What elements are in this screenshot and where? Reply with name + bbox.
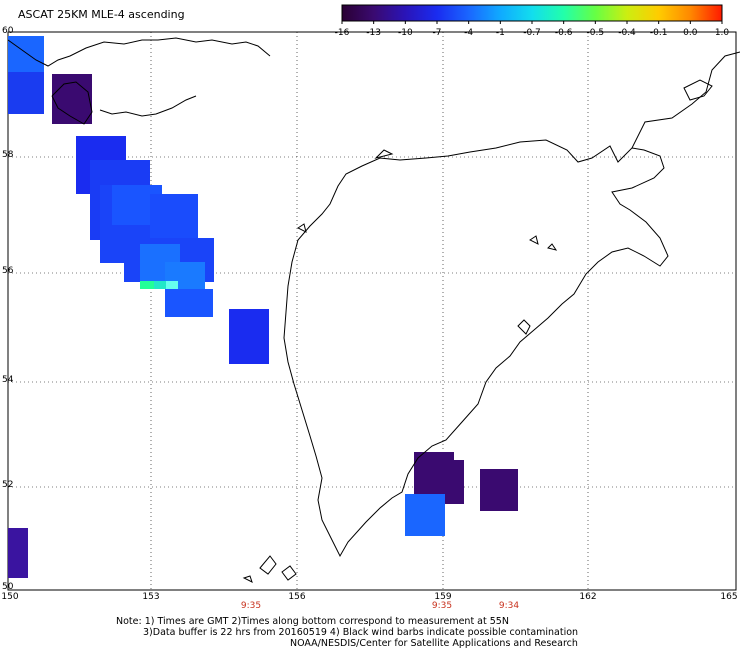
lat-label: 60 xyxy=(2,26,14,36)
note-line-1: Note: 1) Times are GMT 2)Times along bot… xyxy=(116,616,509,627)
lat-label: 52 xyxy=(2,480,14,490)
data-cell xyxy=(52,74,92,124)
lat-label: 54 xyxy=(2,375,14,385)
plot-frame xyxy=(7,31,737,591)
data-cell xyxy=(229,309,269,364)
lon-label: 150 xyxy=(1,592,19,602)
note-line-3: NOAA/NESDIS/Center for Satellite Applica… xyxy=(290,638,578,649)
colorbar-label: -0.6 xyxy=(554,28,573,38)
colorbar-label: -7 xyxy=(432,28,442,38)
lon-label: 165 xyxy=(720,592,738,602)
colorbar-label: -16 xyxy=(334,28,350,38)
colorbar-ticks xyxy=(341,21,723,24)
time-label: 9:34 xyxy=(498,601,520,611)
data-cell xyxy=(154,281,166,289)
lon-label: 159 xyxy=(434,592,452,602)
time-label: 9:35 xyxy=(431,601,453,611)
colorbar-label: -0.5 xyxy=(586,28,605,38)
lon-label: 162 xyxy=(579,592,597,602)
colorbar xyxy=(341,4,723,22)
data-cell xyxy=(8,528,28,578)
colorbar-label: -10 xyxy=(397,28,413,38)
colorbar-label: 0.0 xyxy=(683,28,698,38)
data-cell xyxy=(140,281,154,289)
note-line-2: 3)Data buffer is 22 hrs from 20160519 4)… xyxy=(143,627,579,638)
grid xyxy=(8,32,736,590)
lat-label: 56 xyxy=(2,266,14,276)
lat-label: 58 xyxy=(2,150,14,160)
lon-label: 156 xyxy=(288,592,306,602)
colorbar-label: -1 xyxy=(495,28,505,38)
time-label: 9:35 xyxy=(240,601,262,611)
coastline xyxy=(7,37,740,583)
colorbar-label: 1.0 xyxy=(714,28,730,38)
data-cells xyxy=(8,36,518,578)
data-cell xyxy=(166,281,178,289)
data-cell xyxy=(405,494,445,536)
data-cell xyxy=(8,36,44,72)
colorbar-label: -0.1 xyxy=(649,28,668,38)
lat-label: 50 xyxy=(2,582,14,592)
colorbar-gradient xyxy=(341,4,723,22)
colorbar-label: -0.4 xyxy=(618,28,636,38)
colorbar-label: -0.7 xyxy=(523,28,541,38)
colorbar-label: -13 xyxy=(366,28,382,38)
lon-label: 153 xyxy=(142,592,160,602)
data-cell xyxy=(480,469,518,511)
map-title: ASCAT 25KM MLE-4 ascending xyxy=(18,8,185,21)
colorbar-label: -4 xyxy=(464,28,474,38)
data-cell xyxy=(165,289,213,317)
